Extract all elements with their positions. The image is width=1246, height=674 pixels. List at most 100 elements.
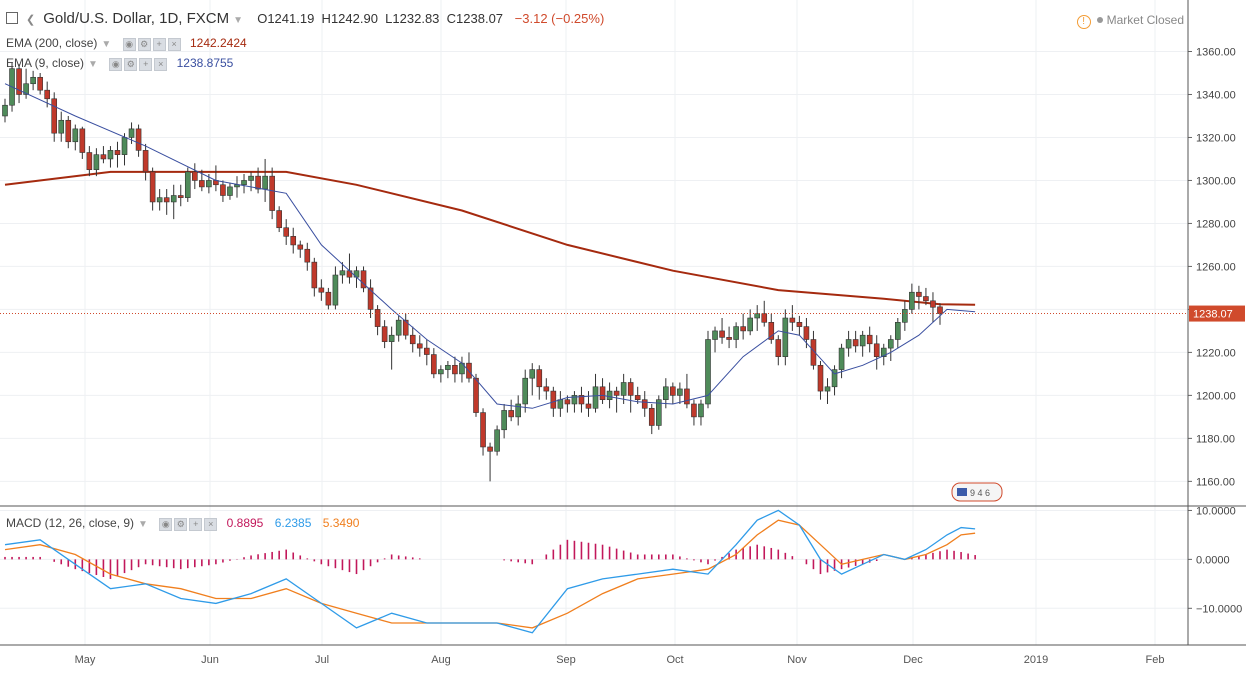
candle (487, 442, 493, 482)
candle-body (887, 339, 894, 349)
candle (508, 399, 514, 422)
candle-body (902, 309, 908, 323)
candle-body (613, 390, 620, 396)
plus-icon[interactable]: + (139, 57, 153, 71)
candle (445, 360, 451, 379)
candle (227, 182, 233, 200)
price-tag-label: 1238.07 (1193, 309, 1233, 321)
candle (388, 326, 395, 370)
candle-body (557, 399, 564, 409)
eye-icon[interactable]: ◉ (159, 517, 173, 531)
candle-body (592, 386, 599, 409)
market-status[interactable]: ! Market Closed (1076, 13, 1184, 29)
macd-label[interactable]: MACD (12, 26, close, 9) (6, 516, 135, 530)
candle (213, 165, 219, 192)
candle-body (648, 407, 655, 426)
x-tick-label: May (75, 654, 96, 666)
flag-icon (957, 488, 967, 496)
candle-body (691, 403, 697, 418)
candle-body (423, 347, 430, 355)
close-icon[interactable]: × (154, 57, 168, 71)
plus-icon[interactable]: + (152, 37, 166, 51)
ema200-label[interactable]: EMA (200, close) (6, 36, 98, 50)
candle (184, 167, 191, 202)
candle (423, 339, 430, 366)
symbol-dropdown-icon[interactable]: ▼ (233, 15, 244, 26)
gear-icon[interactable]: ⚙ (137, 37, 151, 51)
candle-body (564, 399, 571, 405)
ema200-dropdown-icon[interactable]: ▼ (101, 39, 112, 50)
candle-body (170, 195, 177, 203)
ema9-legend[interactable]: EMA (9, close) ▼ ◉ ⚙ + × 1238.8755 (6, 56, 233, 71)
candle (51, 92, 58, 142)
candle (220, 180, 226, 202)
candle-body (930, 300, 936, 308)
close-icon[interactable]: × (167, 37, 181, 51)
candle (866, 326, 873, 353)
gear-icon[interactable]: ⚙ (124, 57, 138, 71)
candle-body (128, 128, 135, 138)
candles-layer[interactable] (2, 62, 943, 482)
chevron-left-icon[interactable]: ❮ (26, 14, 36, 26)
candle-body (121, 137, 128, 155)
candle-body (283, 227, 290, 237)
candle-body (684, 388, 690, 405)
candle (916, 285, 922, 310)
candle (599, 378, 606, 404)
candle (93, 148, 100, 177)
macd-legend[interactable]: MACD (12, 26, close, 9) ▼ ◉ ⚙ + × 0.8895 6.2… (6, 516, 359, 531)
candle (909, 283, 915, 314)
macd-line (4, 509, 976, 634)
candle (241, 174, 247, 194)
collapse-square-icon[interactable] (6, 12, 18, 24)
close-icon[interactable]: × (204, 517, 218, 531)
candle (494, 425, 500, 456)
candle (58, 111, 65, 142)
candle-body (452, 364, 458, 375)
eye-icon[interactable]: ◉ (122, 37, 136, 51)
candle-body (866, 334, 873, 345)
ema200-value: 1242.2424 (189, 36, 247, 50)
macd-layer (4, 509, 976, 634)
candle-body (367, 287, 374, 310)
x-tick-label: Jun (201, 654, 219, 666)
symbol-legend[interactable]: ❮ Gold/U.S. Dollar, 1D, FXCM ▼ O1241.19 H1… (6, 10, 604, 27)
candle-body (487, 446, 493, 452)
candle-body (65, 119, 72, 143)
ema200-legend[interactable]: EMA (200, close) ▼ ◉ ⚙ + × 1242.2424 (6, 36, 247, 51)
candle (648, 403, 655, 435)
ema9-dropdown-icon[interactable]: ▼ (88, 59, 98, 70)
gridlines (0, 0, 1188, 645)
candle (65, 115, 72, 149)
candle-body (297, 244, 304, 250)
candle-body (599, 386, 606, 400)
candle-body (789, 317, 796, 323)
candle (255, 167, 261, 194)
candle (409, 326, 416, 353)
candle-body (916, 291, 922, 297)
candle-body (192, 171, 198, 181)
candle (402, 313, 409, 340)
macd-hist-value: 0.8895 (226, 516, 264, 530)
candle (536, 365, 543, 400)
macd-y-tick-label: 10.0000 (1196, 505, 1236, 517)
eye-icon[interactable]: ◉ (109, 57, 123, 71)
candle-body (796, 322, 803, 327)
candle-body (220, 184, 226, 196)
candle-body (241, 180, 247, 186)
candle (276, 206, 282, 233)
ema9-label[interactable]: EMA (9, close) (6, 56, 85, 70)
warning-icon[interactable]: ! (1076, 15, 1091, 29)
candle-body (416, 343, 423, 349)
plus-icon[interactable]: + (189, 517, 203, 531)
candle-body (37, 76, 43, 91)
gear-icon[interactable]: ⚙ (174, 517, 188, 531)
symbol-title[interactable]: Gold/U.S. Dollar, 1D, FXCM (43, 10, 230, 27)
candle (895, 318, 901, 349)
candle (416, 335, 423, 357)
candle-body (824, 386, 831, 392)
candle (522, 369, 529, 413)
macd-dropdown-icon[interactable]: ▼ (138, 519, 148, 530)
